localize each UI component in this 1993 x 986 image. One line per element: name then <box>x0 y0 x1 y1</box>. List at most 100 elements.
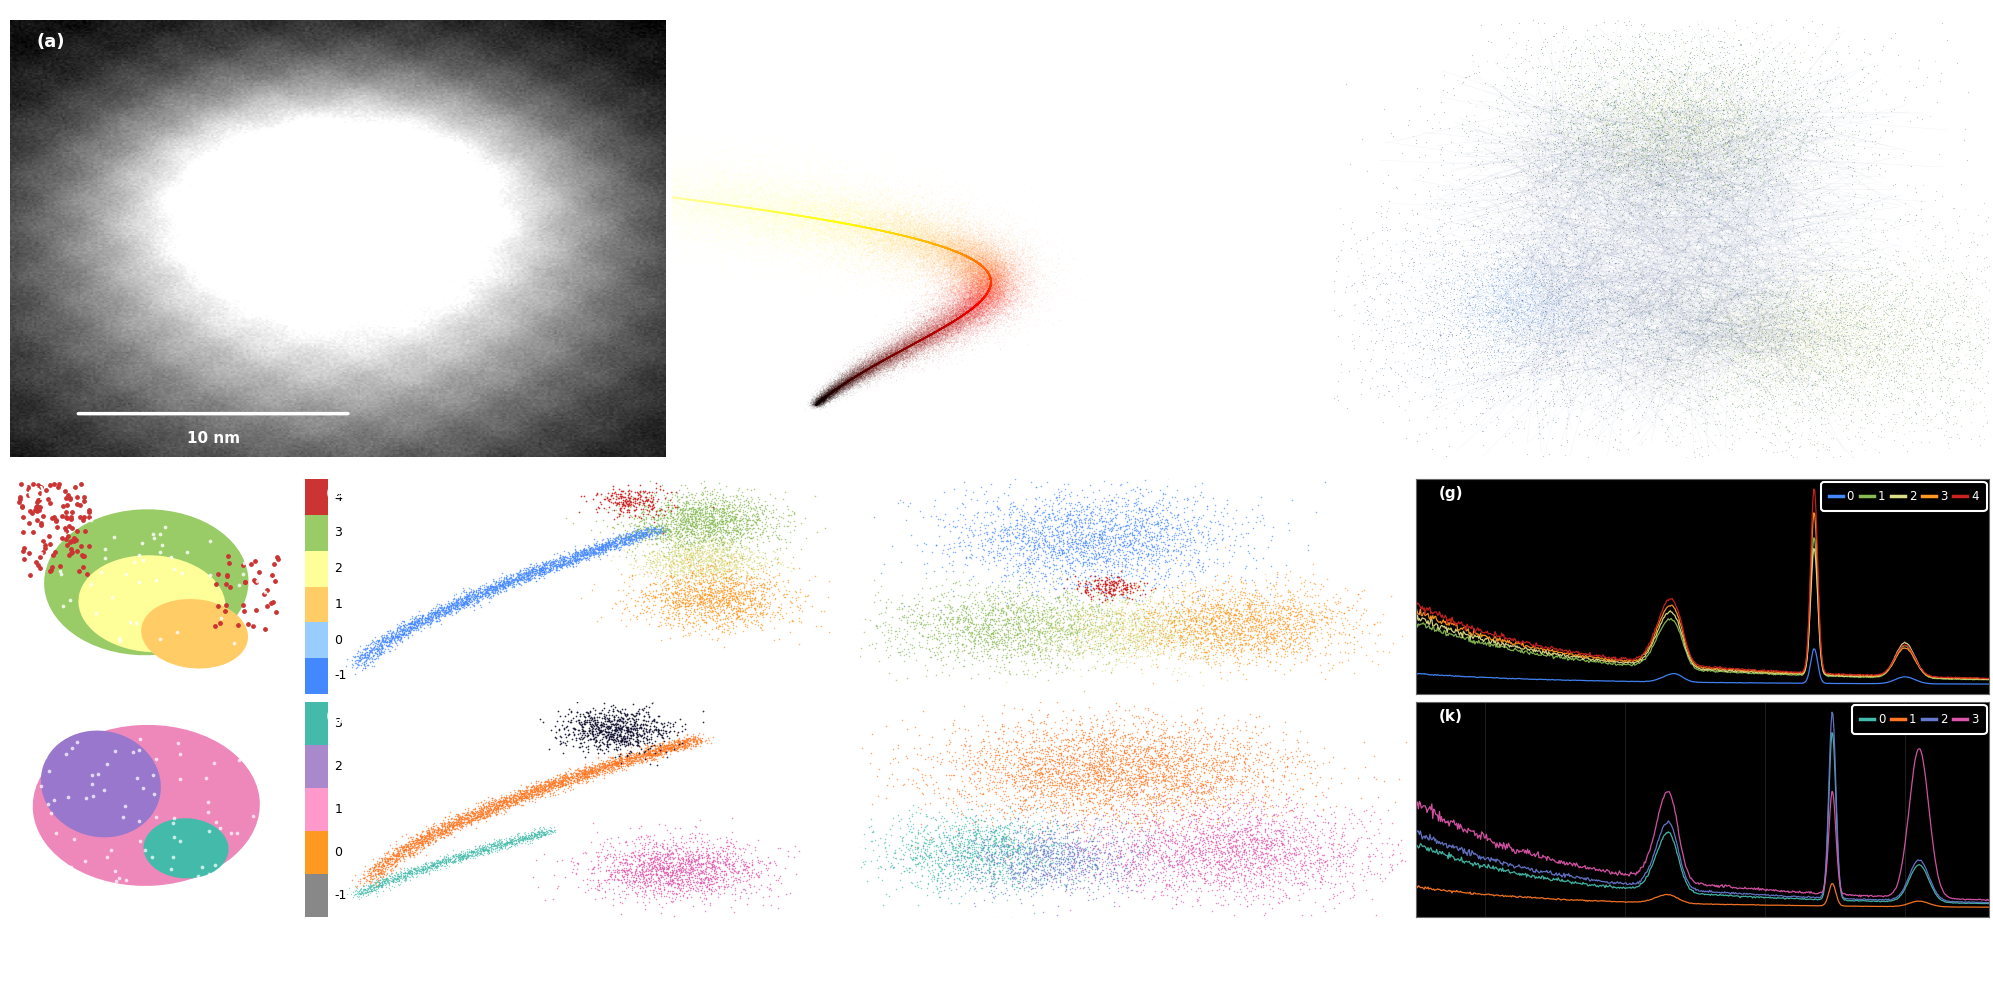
Point <box>883 256 915 272</box>
Point <box>606 182 638 198</box>
Point <box>981 263 1012 279</box>
Point <box>879 351 911 367</box>
Point <box>963 236 995 251</box>
Point <box>1154 494 1186 510</box>
Point <box>580 143 612 159</box>
Point <box>925 319 957 335</box>
Point <box>1280 822 1311 838</box>
Point <box>996 263 1028 279</box>
Point <box>612 168 644 183</box>
Point <box>947 258 979 274</box>
Point <box>739 499 771 515</box>
Point <box>397 833 428 849</box>
Point <box>957 265 989 281</box>
Point <box>805 394 837 410</box>
Point <box>998 627 1030 643</box>
Point <box>662 732 694 747</box>
Point <box>959 302 991 317</box>
Point <box>931 270 963 286</box>
Point <box>843 221 875 237</box>
Point <box>712 176 743 191</box>
Point <box>638 208 670 224</box>
Point <box>1776 164 1808 179</box>
Point <box>805 395 837 411</box>
Point <box>771 244 803 259</box>
Point <box>815 374 847 389</box>
Point <box>1642 126 1674 142</box>
Point <box>887 240 919 255</box>
Point <box>1068 820 1100 836</box>
Point <box>1044 862 1076 878</box>
Point <box>895 334 927 350</box>
Point <box>1732 321 1764 337</box>
Point <box>572 123 604 139</box>
Point <box>1598 182 1630 198</box>
Point <box>817 382 849 397</box>
Point <box>841 232 873 247</box>
Point <box>951 281 983 297</box>
Point <box>1794 158 1826 174</box>
Point <box>867 615 899 631</box>
Point <box>1026 868 1058 883</box>
Point <box>829 373 861 388</box>
Point <box>783 228 815 244</box>
Point <box>1038 247 1070 263</box>
Point <box>979 291 1010 307</box>
Point <box>835 375 867 390</box>
Ellipse shape <box>32 725 259 885</box>
Point <box>949 318 981 334</box>
Point <box>923 321 955 337</box>
Point <box>821 387 853 402</box>
Point <box>1475 223 1507 239</box>
Point <box>747 218 779 234</box>
Point <box>1848 347 1879 363</box>
Point <box>1822 309 1853 324</box>
Point <box>911 193 943 209</box>
Point <box>969 260 1000 276</box>
Point <box>646 205 678 221</box>
Point <box>580 538 612 554</box>
Point <box>973 252 1004 268</box>
Point <box>1064 763 1096 779</box>
Point <box>969 264 1000 280</box>
Point <box>1038 619 1070 635</box>
Point <box>1242 645 1274 661</box>
Point <box>1638 100 1670 115</box>
Point <box>817 383 849 398</box>
Point <box>1449 328 1481 344</box>
Point <box>1676 314 1708 329</box>
Point <box>710 196 741 212</box>
Point <box>905 333 937 349</box>
Point <box>841 377 873 392</box>
Point <box>1790 313 1822 328</box>
Point <box>845 367 877 383</box>
Point <box>1778 99 1810 114</box>
Point <box>979 262 1010 278</box>
Point <box>943 232 975 247</box>
Point <box>867 344 899 360</box>
Point <box>391 626 423 642</box>
Point <box>1060 621 1092 637</box>
Point <box>1232 656 1264 671</box>
Point <box>803 212 835 228</box>
Point <box>853 364 885 380</box>
Point <box>1744 308 1776 323</box>
Point <box>909 267 941 283</box>
Point <box>1792 338 1824 354</box>
Point <box>680 150 712 166</box>
Point <box>1124 503 1156 519</box>
Point <box>692 210 723 226</box>
Point <box>8 811 40 827</box>
Point <box>973 289 1004 305</box>
Point <box>811 385 843 400</box>
Point <box>1778 194 1810 210</box>
Point <box>857 371 889 387</box>
Point <box>1455 290 1487 306</box>
Point <box>993 277 1024 293</box>
Point <box>1487 271 1519 287</box>
Point <box>979 261 1010 277</box>
Point <box>1794 344 1826 360</box>
Point <box>941 265 973 281</box>
Point <box>803 392 835 408</box>
Point <box>853 203 885 219</box>
